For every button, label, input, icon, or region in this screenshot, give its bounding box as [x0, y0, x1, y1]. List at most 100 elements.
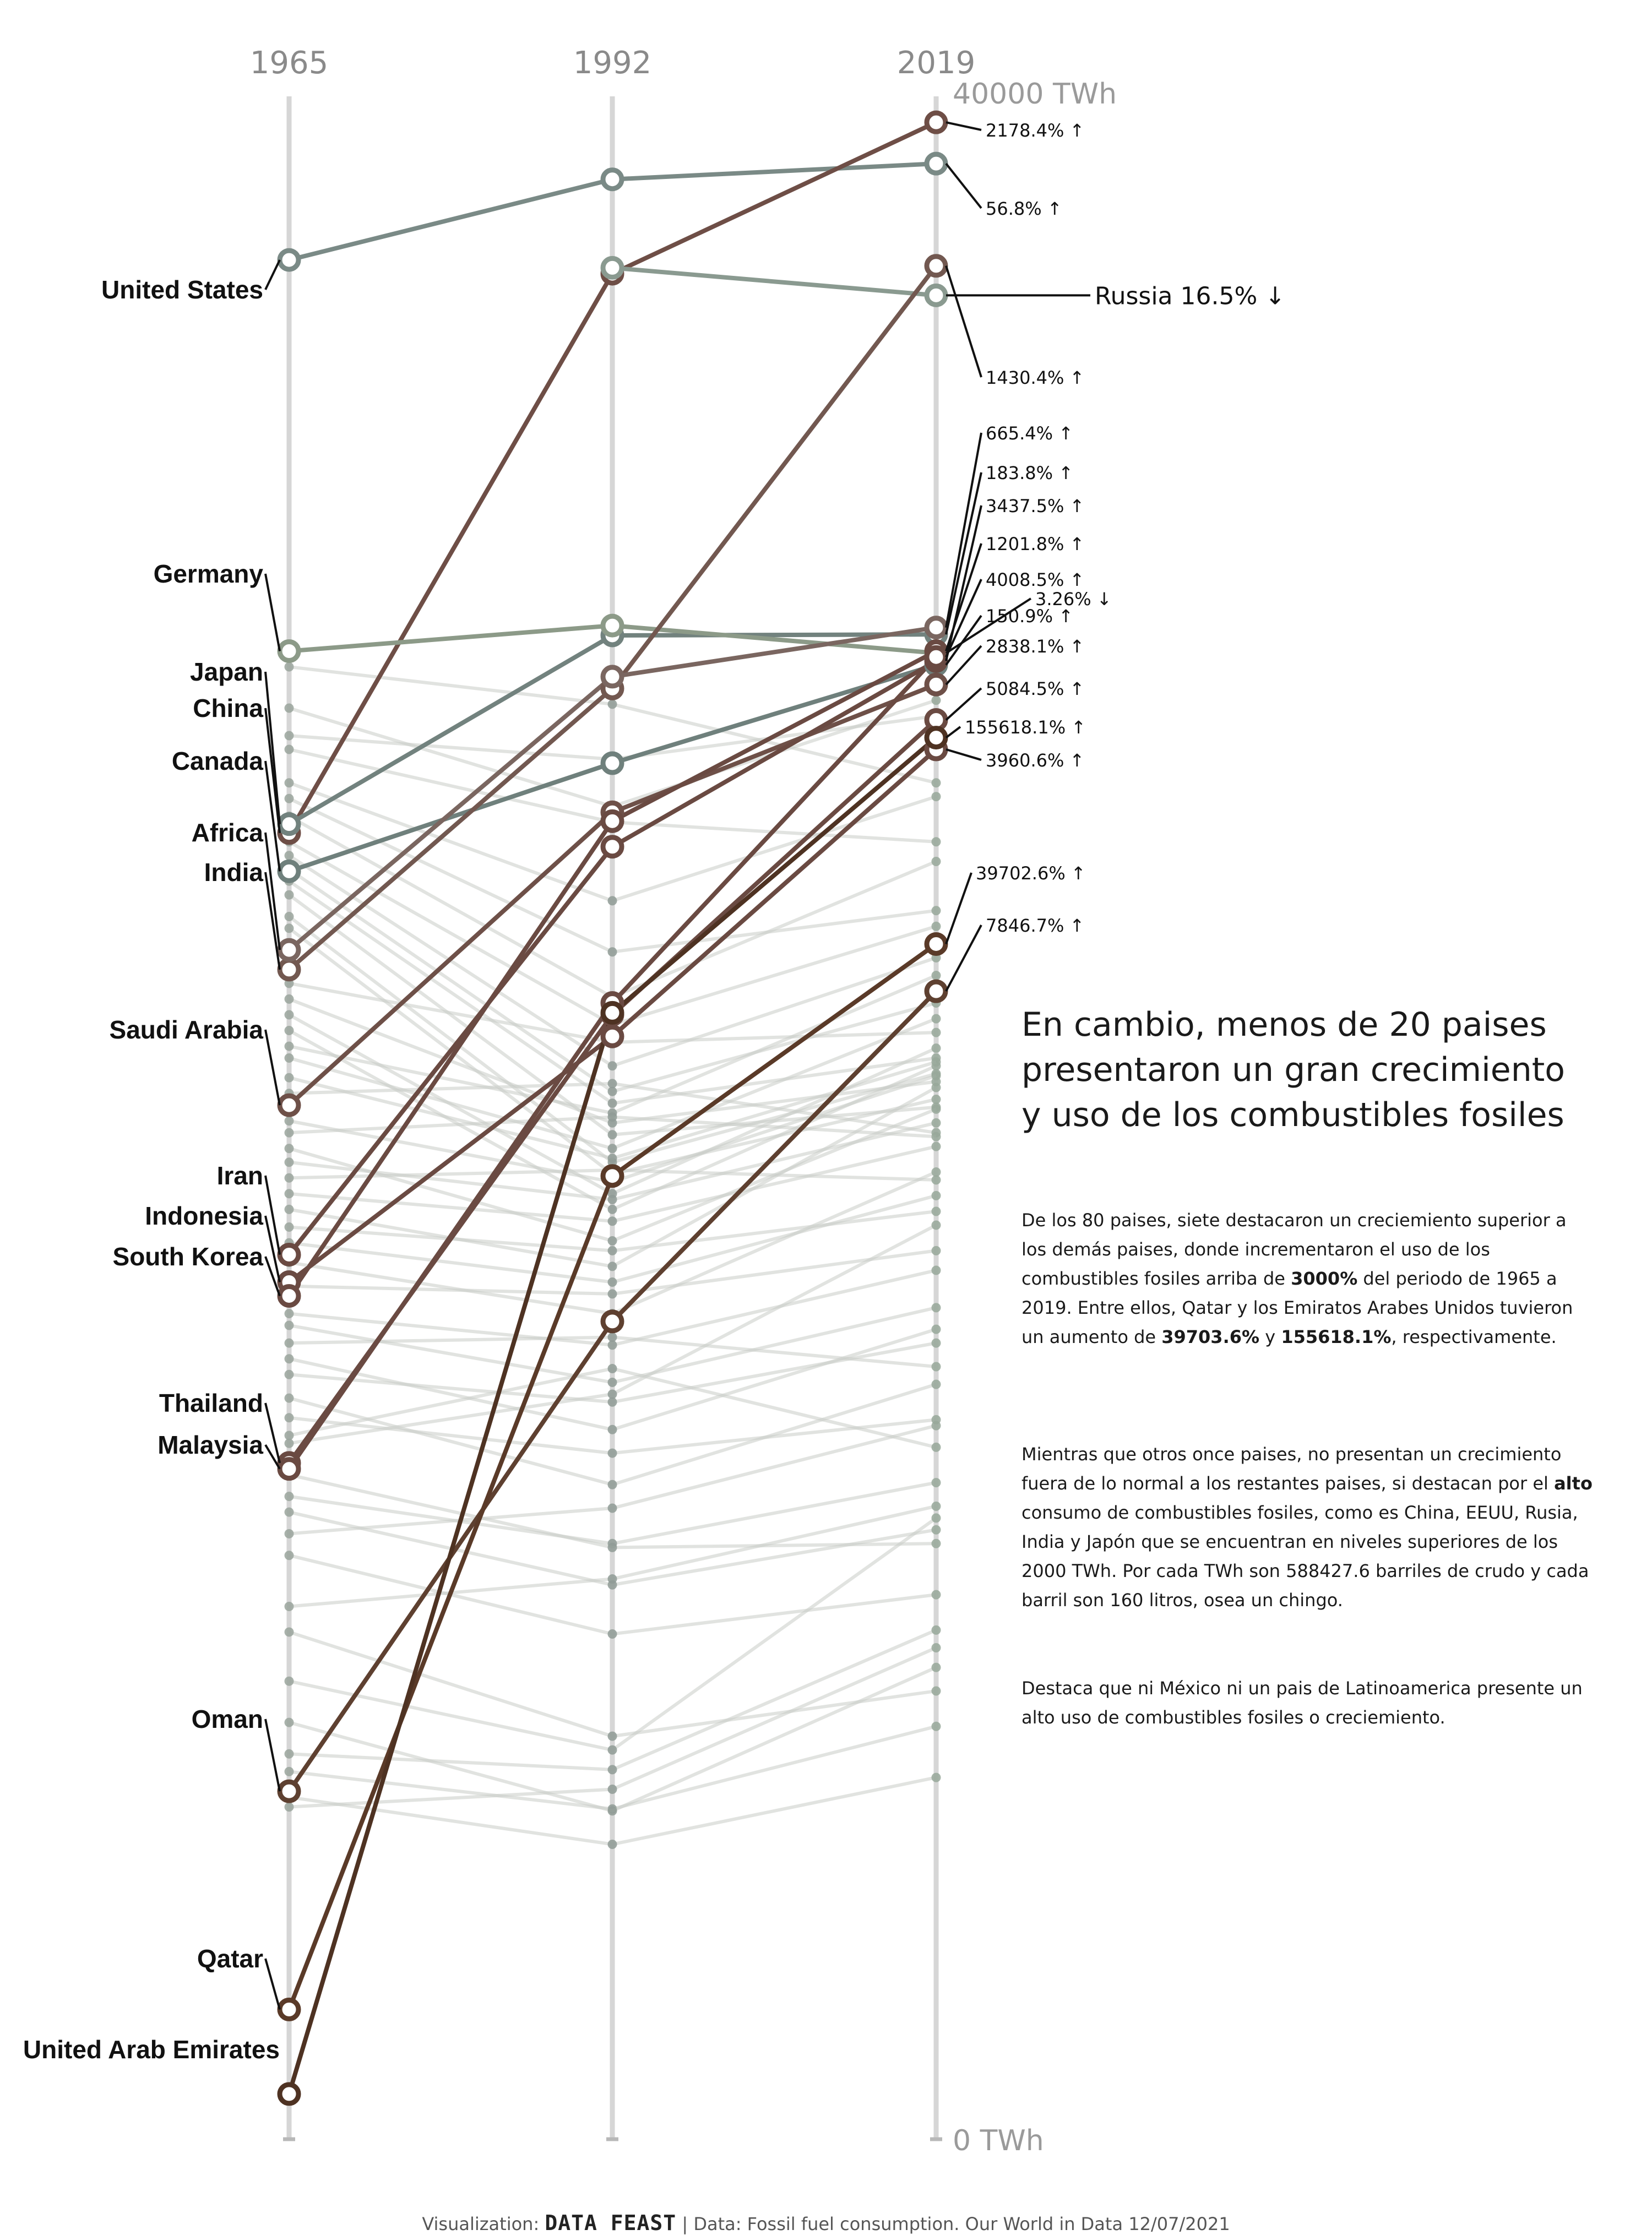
year-label-2019: 2019 [897, 45, 976, 81]
background-point-30-1992 [607, 1277, 617, 1287]
background-point-38-1992 [607, 1480, 617, 1489]
highlighted-country-lines [277, 110, 948, 2106]
background-point-45-2019 [931, 1625, 941, 1635]
leader-china [264, 708, 281, 833]
p1-bold-qatar: 39703.6% [1161, 1326, 1260, 1347]
pct-label-south-korea: 1201.8% ↑ [986, 534, 1084, 554]
background-point-45-1992 [607, 1765, 617, 1775]
background-point-28-1992 [607, 1261, 617, 1271]
point-united-states-2019 [924, 151, 948, 176]
background-point-49-1965 [284, 1438, 294, 1448]
point-africa-1992 [600, 665, 624, 689]
background-point-53-1992 [607, 1806, 617, 1816]
background-point-46-2019 [931, 1721, 941, 1731]
background-point-38-1965 [284, 1393, 294, 1403]
point-india-2019 [924, 254, 948, 278]
leader-saudi-arabia [264, 1029, 281, 1106]
pct-label-united-states: 56.8% ↑ [986, 198, 1062, 219]
p1-text-a: De los 80 paises, siete destacaron un cr… [1021, 1210, 1567, 1289]
pct-leader-africa [945, 432, 982, 628]
background-point-22-1965 [284, 1116, 294, 1126]
label-canada: Canada [172, 747, 264, 775]
pct-leader-qatar [945, 872, 972, 945]
background-point-16-2019 [931, 1043, 941, 1053]
background-point-36-2019 [931, 1324, 941, 1334]
background-point-3-1965 [284, 744, 294, 754]
background-point-25-2019 [931, 1118, 941, 1128]
pct-leader-japan [945, 472, 982, 635]
background-point-48-1992 [607, 1785, 617, 1794]
background-point-43-1992 [607, 1629, 617, 1639]
label-united-arab-emirates: United Arab Emirates [23, 2035, 280, 2064]
pct-label-oman: 7846.7% ↑ [986, 915, 1084, 936]
leader-oman [264, 1719, 281, 1792]
point-africa-1965 [277, 938, 301, 962]
leader-india [264, 872, 281, 970]
p1-bold-uae: 155618.1% [1281, 1326, 1392, 1347]
pct-label-thailand: 5084.5% ↑ [986, 678, 1084, 699]
leader-malaysia [264, 1444, 281, 1470]
point-malaysia-1965 [277, 1457, 301, 1481]
background-point-5-2019 [931, 906, 941, 916]
background-point-44-2019 [931, 1686, 941, 1696]
pct-label-canada: 150.9% ↑ [986, 606, 1073, 627]
background-point-24-1992 [607, 1236, 617, 1246]
pct-label-malaysia: 4008.5% ↑ [986, 569, 1084, 590]
background-point-52-2019 [931, 1501, 941, 1511]
background-point-14-2019 [931, 1027, 941, 1037]
background-point-32-1992 [607, 1289, 617, 1299]
point-qatar-1992 [600, 1164, 624, 1188]
point-malaysia-2019 [924, 645, 948, 669]
pct-leader-saudi-arabia [945, 645, 982, 686]
background-point-50-1992 [607, 1503, 617, 1513]
point-united-states-1992 [600, 167, 624, 192]
label-saudi-arabia: Saudi Arabia [110, 1015, 264, 1044]
label-south-korea: South Korea [113, 1242, 264, 1271]
pct-leader-thailand [945, 687, 982, 721]
background-point-50-2019 [931, 1421, 941, 1431]
background-point-19-1992 [607, 1144, 617, 1154]
point-south-korea-1992 [600, 809, 624, 833]
footer-suffix: | Data: Fossil fuel consumption. Our Wor… [676, 2214, 1230, 2234]
leader-thailand [264, 1402, 281, 1464]
background-point-24-1965 [284, 1144, 294, 1154]
background-point-0-2019 [931, 778, 941, 788]
background-point-47-2019 [931, 1772, 941, 1782]
background-point-11-1965 [284, 890, 294, 900]
background-point-10-1992 [607, 1099, 617, 1108]
background-point-45-1965 [284, 1749, 294, 1759]
leader-south-korea [264, 1256, 281, 1297]
background-point-41-2019 [931, 1478, 941, 1488]
background-point-23-2019 [931, 1132, 941, 1141]
background-point-44-1992 [607, 1731, 617, 1741]
background-point-2-1965 [284, 731, 294, 741]
background-point-32-2019 [931, 1246, 941, 1255]
point-united-arab-emirates-2019 [924, 726, 948, 750]
label-iran: Iran [217, 1161, 263, 1190]
background-point-19-1965 [284, 1053, 294, 1063]
background-point-7-2019 [931, 921, 941, 931]
p2-text-a: Mientras que otros once paises, no prese… [1021, 1444, 1562, 1494]
point-india-1965 [277, 958, 301, 982]
background-point-41-1965 [284, 1492, 294, 1502]
background-point-20-1965 [284, 1073, 294, 1083]
leader-canada [264, 760, 281, 872]
background-point-33-1992 [607, 1340, 617, 1350]
pct-label-africa: 665.4% ↑ [986, 423, 1073, 444]
background-point-35-2019 [931, 1362, 941, 1372]
background-point-1-2019 [931, 695, 941, 705]
point-canada-1965 [277, 859, 301, 883]
point-germany-1992 [600, 613, 624, 638]
point-qatar-1965 [277, 1997, 301, 2021]
pct-leader-india [945, 265, 982, 378]
label-africa: Africa [192, 818, 264, 847]
background-point-27-1965 [284, 1189, 294, 1199]
background-point-26-2019 [931, 1175, 941, 1185]
leader-qatar [264, 1958, 281, 2010]
background-point-40-1992 [607, 1364, 617, 1374]
background-point-50-1965 [284, 1529, 294, 1538]
p2-bold-alto: alto [1554, 1473, 1593, 1494]
background-point-53-2019 [931, 1662, 941, 1672]
background-point-15-1965 [284, 994, 294, 1004]
